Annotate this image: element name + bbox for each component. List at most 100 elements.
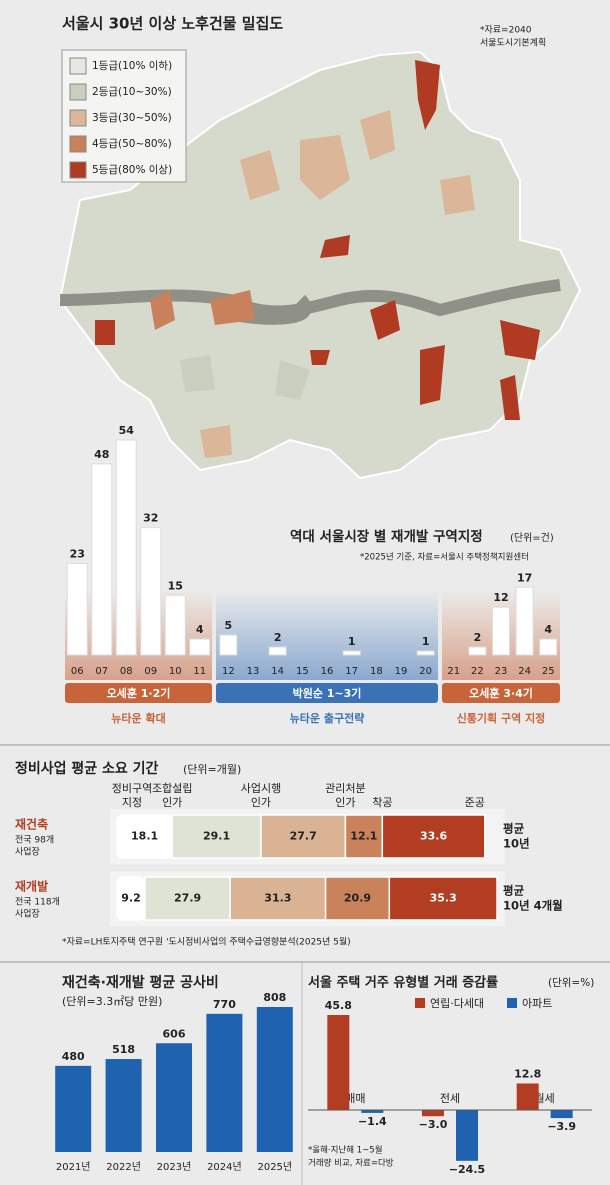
group-background [216, 590, 438, 680]
bar [492, 606, 510, 656]
x-tick-label: 전세 [440, 1092, 460, 1105]
group-background [65, 590, 212, 680]
bar [206, 1013, 243, 1152]
group-name: 오세훈 3·4기 [469, 686, 533, 700]
stage-label: 착공 [372, 796, 392, 809]
value-label: 27.7 [290, 830, 317, 843]
value-label: 29.1 [203, 830, 230, 843]
value-label: 606 [163, 1027, 186, 1040]
district [360, 110, 395, 160]
group-policy: 뉴타운 출구전략 [290, 711, 365, 725]
bar [115, 439, 137, 656]
segment [171, 814, 262, 859]
total-label: 평균 [503, 822, 525, 836]
bar [268, 646, 287, 656]
x-tick-label: 2022년 [106, 1161, 141, 1173]
x-tick-label: 12 [222, 666, 235, 677]
value-label: 45.8 [325, 999, 352, 1012]
chart-note: *자료=LH토지주택 연구원 '도시정비사업의 주택수급영향분석(2025년 5… [62, 936, 351, 948]
bar [219, 634, 238, 656]
stage-label: 지정 [122, 796, 142, 809]
category-detail: 사업장 [15, 847, 40, 858]
map-source: 서울도시기본계획 [480, 37, 546, 49]
x-tick-label: 07 [95, 666, 108, 677]
value-label: 480 [62, 1050, 85, 1063]
value-label: 20.9 [344, 892, 371, 905]
bar [66, 562, 88, 656]
x-tick-label: 18 [370, 666, 383, 677]
bar [91, 463, 113, 656]
bar [422, 1110, 444, 1117]
value-label: 35.3 [430, 892, 457, 905]
legend-label: 3등급(30~50%) [92, 112, 172, 124]
stage-label: 정비구역 [112, 782, 152, 795]
group-policy: 뉴타운 확대 [111, 711, 165, 725]
x-tick-label: 16 [321, 666, 334, 677]
map-title: 서울시 30년 이상 노후건물 밀집도 [62, 15, 283, 33]
value-label: 18.1 [131, 830, 158, 843]
legend-label: 2등급(10~30%) [92, 86, 172, 98]
segment [344, 814, 384, 859]
x-tick-label: 10 [169, 666, 182, 677]
x-tick-label: 13 [247, 666, 260, 677]
map-source: *자료=2040 [480, 25, 532, 36]
chart-unit: (단위=건) [510, 531, 554, 544]
chart-title: 정비사업 평균 소요 기간 [15, 760, 159, 777]
legend-label: 5등급(80% 이상) [92, 164, 172, 176]
x-tick-label: 25 [542, 666, 555, 677]
value-label: 2 [474, 631, 482, 644]
value-label: 23 [70, 547, 85, 560]
legend-label: 아파트 [522, 997, 552, 1010]
value-label: 9.2 [121, 892, 141, 905]
chart-title: 역대 서울시장 별 재개발 구역지정 [290, 528, 483, 545]
segment [229, 876, 327, 921]
legend-label: 4등급(50~80%) [92, 138, 172, 150]
stage-label: 준공 [465, 796, 485, 809]
group-band [442, 683, 560, 703]
group-band [65, 683, 212, 703]
legend-swatch [69, 161, 87, 179]
district [95, 320, 115, 345]
total-label: 평균 [503, 884, 525, 898]
bar [361, 1110, 384, 1113]
bar [539, 638, 558, 656]
stage-label: 조합설립 [152, 782, 192, 795]
category-label: 재개발 [15, 879, 48, 894]
bar [105, 1059, 142, 1152]
bar [189, 638, 211, 656]
district [210, 290, 255, 325]
chart-note: *올해·지난해 1~5월 [308, 1145, 383, 1156]
bar [342, 650, 361, 656]
legend-swatch [507, 998, 517, 1008]
x-tick-label: 2024년 [207, 1161, 242, 1173]
x-tick-label: 24 [518, 666, 531, 677]
value-label: 17 [517, 571, 532, 584]
value-label: 4 [544, 623, 552, 636]
x-tick-label: 월세 [535, 1092, 555, 1105]
district [240, 150, 280, 200]
value-label: 770 [213, 998, 236, 1011]
x-tick-label: 06 [71, 666, 84, 677]
district [420, 345, 445, 405]
district [300, 135, 350, 200]
x-tick-label: 21 [447, 666, 460, 677]
legend-swatch [69, 83, 87, 101]
value-label: 808 [263, 991, 286, 1004]
legend-label: 1등급(10% 이하) [92, 59, 172, 72]
value-label: −24.5 [449, 1163, 485, 1176]
district [320, 235, 350, 258]
legend-swatch [69, 135, 87, 153]
segment [381, 814, 486, 859]
x-tick-label: 14 [271, 666, 284, 677]
legend-swatch [69, 109, 87, 127]
value-label: 15 [168, 579, 183, 592]
value-label: 4 [196, 623, 204, 636]
x-tick-label: 17 [345, 666, 358, 677]
bar [140, 527, 162, 656]
value-label: 518 [112, 1043, 135, 1056]
group-band [216, 683, 438, 703]
district [200, 425, 232, 458]
value-label: 31.3 [264, 892, 291, 905]
chart-unit: (단위=3.3㎡당 만원) [62, 995, 162, 1008]
